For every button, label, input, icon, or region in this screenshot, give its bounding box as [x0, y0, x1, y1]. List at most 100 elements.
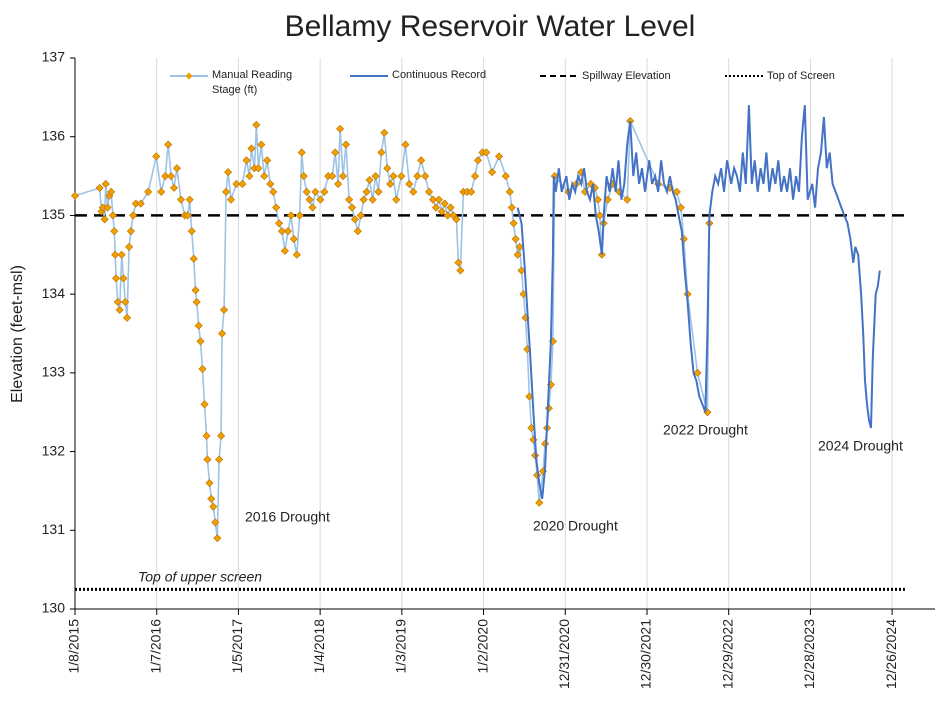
marker — [196, 337, 205, 346]
marker — [495, 152, 504, 161]
marker — [207, 494, 216, 503]
marker — [676, 203, 685, 212]
marker — [189, 254, 198, 263]
marker — [339, 172, 348, 181]
marker — [103, 203, 112, 212]
annotation: 2024 Drought — [818, 438, 903, 454]
marker — [205, 479, 214, 488]
marker — [365, 175, 374, 185]
marker — [295, 211, 304, 220]
chart-title: Bellamy Reservoir Water Level — [285, 10, 696, 43]
marker — [513, 250, 522, 259]
marker — [350, 215, 359, 224]
marker — [217, 431, 226, 440]
marker — [111, 250, 120, 259]
x-tick-label: 1/7/2016 — [147, 619, 163, 674]
annotation: 2016 Drought — [245, 509, 330, 525]
marker — [161, 172, 170, 181]
marker — [452, 215, 461, 224]
marker — [284, 227, 293, 236]
marker — [446, 203, 455, 212]
marker — [101, 179, 110, 188]
y-tick-label: 132 — [42, 442, 66, 458]
y-tick-label: 137 — [42, 49, 66, 65]
marker — [473, 156, 482, 165]
marker — [429, 195, 438, 204]
marker — [123, 313, 132, 322]
marker — [176, 195, 185, 204]
marker — [100, 215, 109, 224]
marker — [108, 211, 117, 220]
marker — [242, 156, 251, 165]
marker — [257, 140, 266, 149]
marker — [431, 203, 440, 212]
legend-label: Spillway Elevation — [582, 70, 671, 82]
marker — [311, 187, 320, 196]
marker — [345, 195, 354, 204]
x-tick-label: 1/2/2020 — [474, 619, 490, 674]
marker — [693, 368, 702, 377]
marker — [126, 227, 135, 236]
marker — [392, 195, 401, 204]
y-tick-label: 133 — [42, 364, 66, 380]
marker — [509, 219, 518, 228]
annotation: 2022 Drought — [663, 422, 748, 438]
x-tick-label: 1/5/2017 — [229, 619, 245, 674]
marker — [331, 148, 340, 157]
marker — [218, 329, 227, 338]
x-tick-label: 12/30/2021 — [638, 619, 654, 689]
marker — [297, 148, 306, 157]
y-tick-label: 135 — [42, 206, 66, 222]
marker — [224, 168, 233, 177]
marker — [341, 140, 350, 149]
marker — [115, 305, 124, 314]
marker — [286, 211, 295, 220]
marker — [191, 286, 200, 295]
marker — [211, 518, 220, 527]
legend-label: Top of Screen — [767, 70, 835, 82]
marker — [507, 203, 516, 212]
marker — [535, 498, 544, 507]
marker — [245, 172, 254, 181]
y-axis-title: Elevation (feet-msl) — [9, 265, 26, 403]
marker — [424, 187, 434, 196]
marker — [194, 321, 203, 330]
series-line — [74, 120, 711, 539]
marker — [615, 187, 624, 196]
marker — [107, 187, 116, 196]
marker — [593, 195, 602, 204]
marker — [232, 179, 241, 188]
marker — [334, 179, 343, 188]
marker — [316, 195, 325, 204]
marker — [169, 183, 179, 192]
marker — [386, 179, 395, 188]
marker — [471, 172, 480, 181]
marker — [320, 187, 329, 196]
marker — [280, 246, 289, 255]
marker — [117, 250, 126, 259]
marker — [266, 179, 275, 188]
marker — [183, 211, 192, 220]
marker — [413, 172, 422, 181]
marker — [672, 187, 681, 196]
marker — [136, 199, 145, 208]
marker — [421, 172, 430, 181]
marker — [167, 172, 176, 181]
marker — [467, 187, 476, 196]
marker — [289, 235, 298, 244]
y-tick-label: 130 — [42, 600, 66, 616]
y-tick-label: 134 — [42, 285, 66, 301]
marker — [405, 179, 414, 188]
marker — [515, 242, 524, 251]
marker — [113, 297, 122, 307]
marker — [362, 187, 371, 196]
marker — [586, 179, 595, 188]
marker — [172, 164, 181, 173]
marker — [292, 250, 301, 259]
marker — [198, 364, 207, 373]
marker — [187, 227, 196, 236]
marker — [275, 219, 284, 228]
marker — [215, 455, 224, 464]
marker — [95, 183, 104, 192]
